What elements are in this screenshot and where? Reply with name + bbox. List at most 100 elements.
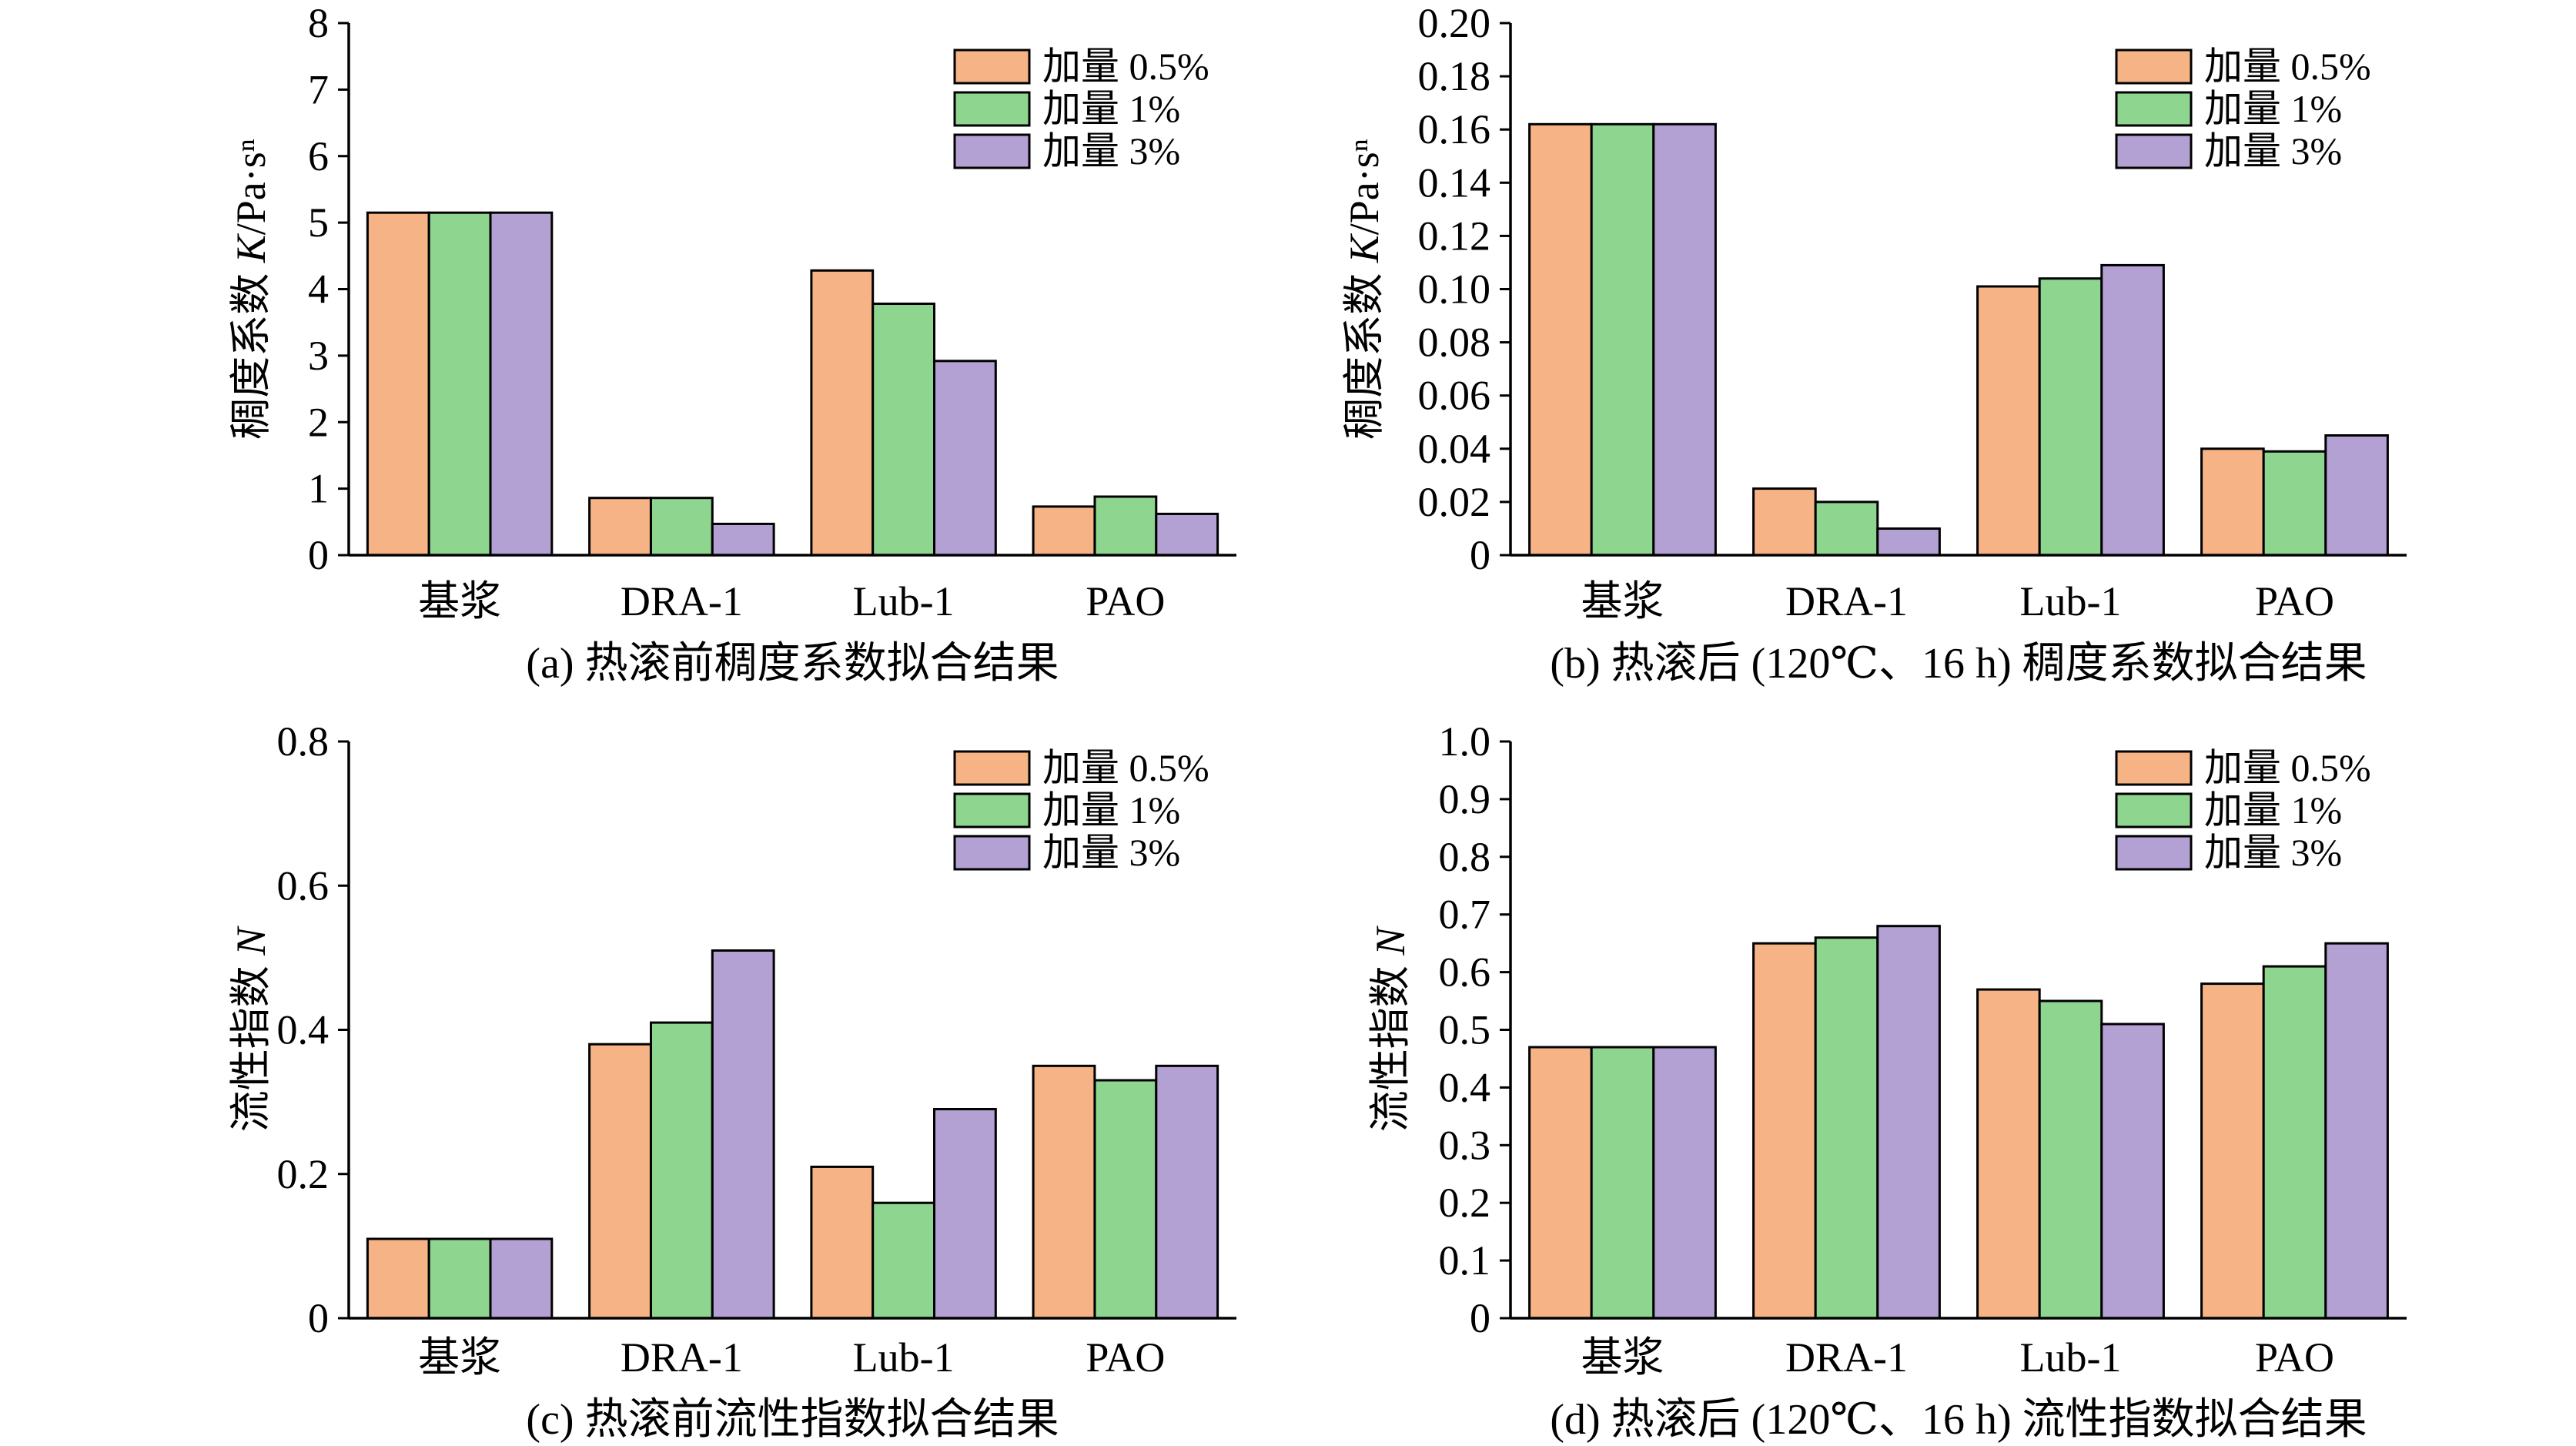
bar-a-series-3-category-3	[933, 360, 997, 557]
bar-a-series-2-category-3	[871, 303, 935, 557]
bar-c-series-1-category-3	[810, 1165, 875, 1320]
y-tick-label: 0	[308, 532, 329, 578]
y-tick-label: 3	[308, 333, 329, 379]
bar-b-series-2-category-2	[1814, 500, 1879, 557]
legend-label: 加量 3%	[1042, 129, 1180, 172]
bar-b-series-2-category-1	[1590, 122, 1655, 557]
legend: 加量 0.5%加量 1%加量 3%	[2115, 746, 2371, 874]
x-tick-label: Lub-1	[2020, 1334, 2122, 1381]
legend-swatch	[953, 133, 1031, 169]
bar-b-series-2-category-4	[2262, 450, 2327, 557]
bar-b-series-3-category-2	[1876, 527, 1941, 557]
y-axis-label: 流性指数 N	[228, 926, 274, 1133]
bar-c-series-3-category-3	[933, 1108, 997, 1320]
bar-c-series-3-category-1	[489, 1237, 554, 1320]
chart-panel-a: 0 1 2 3 4 5 6 7 8 基浆 DRA-1 Lub-1 PAO 加量 0.5%加量 1%加量 3…	[228, 0, 1236, 688]
legend: 加量 0.5%加量 1%加量 3%	[953, 45, 1209, 172]
legend-label: 加量 0.5%	[2204, 746, 2371, 789]
y-axis-label: 稠度系数 K/Pa·sⁿ	[1341, 139, 1387, 440]
x-tick-label: 基浆	[1581, 578, 1664, 624]
bar-a-series-3-category-2	[711, 522, 775, 557]
bar-d-series-3-category-1	[1652, 1046, 1717, 1320]
y-tick-label: 0.02	[1418, 479, 1491, 525]
y-axis-label: 流性指数 N	[1367, 926, 1413, 1133]
legend-swatch	[953, 835, 1031, 871]
chart-panel-d: 0 0.1 0.2 0.3 0.4 0.5 0.6 0.7 0.8 0.9 1.0 基浆 DRA-1 Lu…	[1367, 718, 2407, 1444]
bar-d-series-1-category-4	[2200, 982, 2265, 1320]
bar-d-series-3-category-3	[2100, 1023, 2165, 1320]
y-axis-label: 稠度系数 K/Pa·sⁿ	[228, 139, 274, 440]
bar-d-series-2-category-2	[1814, 936, 1879, 1320]
bar-c-series-2-category-3	[871, 1201, 935, 1320]
y-tick-label: 7	[308, 66, 329, 112]
legend-label: 加量 3%	[2204, 831, 2342, 874]
bar-c-series-1-category-4	[1032, 1064, 1096, 1320]
y-tick-label: 0.06	[1418, 373, 1491, 419]
bar-group	[366, 211, 1219, 557]
legend-swatch	[2115, 792, 2193, 828]
legend-swatch	[2115, 91, 2193, 127]
legend-swatch	[2115, 133, 2193, 169]
y-tick-label: 1	[308, 466, 329, 512]
x-tick-label: PAO	[1086, 1334, 1165, 1381]
y-tick-label: 6	[308, 133, 329, 179]
y-tick-label: 0.08	[1418, 320, 1491, 366]
bar-d-series-1-category-2	[1752, 942, 1817, 1320]
x-tick-label: Lub-1	[853, 1334, 955, 1381]
y-tick-label: 0.04	[1418, 426, 1491, 472]
bar-group	[1528, 925, 2389, 1320]
y-tick-label: 0.4	[1439, 1064, 1491, 1110]
chart-caption: (d) 热滚后 (120℃、16 h) 流性指数拟合结果	[1550, 1396, 2367, 1444]
y-tick-label: 0.14	[1418, 159, 1491, 206]
y-tick-label: 5	[308, 199, 329, 246]
bar-a-series-2-category-4	[1093, 495, 1158, 557]
chart-panel-c: 0 0.2 0.4 0.6 0.8 基浆 DRA-1 Lub-1 PAO 加量 0.5%加量 1%…	[228, 718, 1236, 1444]
y-tick-label: 0	[1470, 1295, 1490, 1341]
x-tick-label: DRA-1	[621, 1334, 743, 1381]
bar-d-series-2-category-4	[2262, 965, 2327, 1320]
y-tick-label: 0.18	[1418, 53, 1491, 99]
y-tick-label: 0.8	[1439, 834, 1491, 880]
y-tick-label: 0.2	[1439, 1180, 1491, 1226]
bar-d-series-2-category-1	[1590, 1046, 1655, 1320]
legend: 加量 0.5%加量 1%加量 3%	[2115, 45, 2371, 172]
legend-swatch	[2115, 49, 2193, 85]
legend-swatch	[2115, 750, 2193, 786]
bar-d-series-3-category-2	[1876, 925, 1941, 1320]
bar-a-series-3-category-1	[489, 211, 554, 557]
bar-b-series-1-category-1	[1528, 122, 1593, 557]
bar-a-series-1-category-4	[1032, 505, 1096, 557]
bar-c-series-3-category-2	[711, 949, 775, 1320]
y-tick-label: 4	[308, 266, 329, 313]
legend-label: 加量 1%	[2204, 87, 2342, 130]
bar-c-series-2-category-4	[1093, 1079, 1158, 1320]
legend-label: 加量 0.5%	[2204, 45, 2371, 88]
x-tick-label: Lub-1	[853, 578, 955, 624]
bar-c-series-3-category-4	[1155, 1064, 1219, 1320]
chart-caption: (c) 热滚前流性指数拟合结果	[526, 1396, 1059, 1444]
y-tick-label: 0.4	[277, 1007, 330, 1053]
chart-panel-b: 0 0.02 0.04 0.06 0.08 0.10 0.12 0.14 0.16 0.18 0.2…	[1341, 0, 2407, 688]
legend-label: 加量 3%	[2204, 129, 2342, 172]
legend-label: 加量 1%	[1042, 788, 1180, 832]
x-tick-label: 基浆	[418, 1334, 501, 1381]
bar-d-series-3-category-4	[2324, 942, 2389, 1320]
legend-label: 加量 0.5%	[1042, 45, 1209, 88]
legend-swatch	[953, 91, 1031, 127]
y-tick-label: 0.10	[1418, 266, 1491, 313]
bar-a-series-3-category-4	[1155, 512, 1219, 557]
legend-swatch	[953, 792, 1031, 828]
x-tick-label: DRA-1	[1785, 578, 1908, 624]
y-tick-label: 0.3	[1439, 1122, 1491, 1168]
x-tick-label: DRA-1	[621, 578, 743, 624]
x-tick-label: DRA-1	[1785, 1334, 1908, 1381]
bar-a-series-2-category-2	[650, 497, 714, 557]
legend-label: 加量 3%	[1042, 831, 1180, 874]
bar-a-series-1-category-1	[366, 211, 430, 557]
bar-d-series-1-category-1	[1528, 1046, 1593, 1320]
y-tick-label: 2	[308, 399, 329, 445]
chart-caption: (a) 热滚前稠度系数拟合结果	[526, 640, 1059, 688]
y-tick-label: 0.5	[1439, 1007, 1491, 1053]
y-tick-label: 0.6	[1439, 949, 1491, 996]
